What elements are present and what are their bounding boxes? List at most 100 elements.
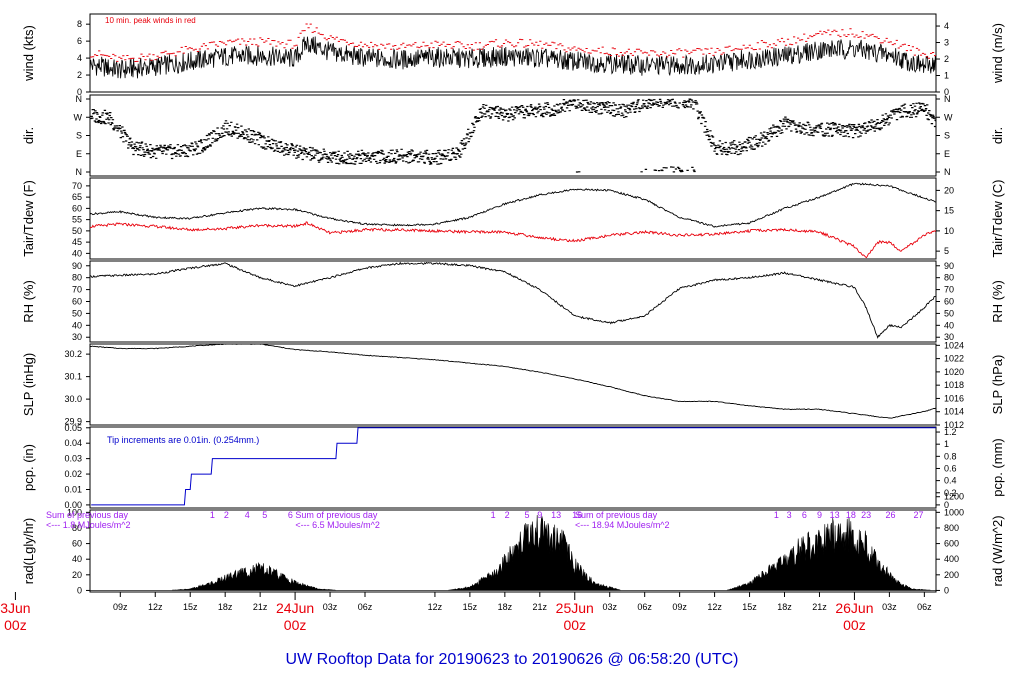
x-tick-label: 18z [498, 602, 513, 612]
tick-label-right: 0 [944, 500, 949, 510]
rad-hour-label: 1 [774, 510, 779, 520]
tick-label-right: 70 [944, 285, 954, 295]
tick-label-right: 1 [944, 439, 949, 449]
series-pcp [91, 427, 936, 506]
tick-label-right: 15 [944, 206, 954, 216]
tick-label-right: 2 [944, 54, 949, 64]
tick-label-left: 0 [77, 87, 82, 97]
x-day-time: 00z [4, 617, 27, 633]
tick-label-left: 90 [72, 261, 82, 271]
x-day-time: 00z [563, 617, 586, 633]
tick-label-left: 0.02 [64, 469, 82, 479]
rad-sum-line1: Sum of previous day [46, 510, 129, 520]
tick-label-right: 0 [944, 87, 949, 97]
tick-label-right: 1024 [944, 340, 964, 350]
rad-hour-label: 13 [830, 510, 840, 520]
rad-hour-label: 23 [861, 510, 871, 520]
x-day-time: 00z [843, 617, 866, 633]
panel-frame [89, 509, 937, 593]
tick-label-left: 50 [72, 226, 82, 236]
tick-label-left: W [74, 112, 83, 122]
tick-label-right: 30 [944, 332, 954, 342]
panel-wind: wind (kts) wind (m/s) 0 2 4 6 8 0 1 2 3 4 10 min. pe… [21, 13, 1005, 97]
y-label-left: pcp. (in) [21, 444, 36, 491]
series-direction [90, 98, 936, 173]
tick-label-right: W [944, 112, 953, 122]
x-tick-label: 09z [113, 602, 128, 612]
x-tick-label: 18z [218, 602, 233, 612]
x-day-label: 25Jun [556, 600, 594, 616]
tick-label-left: 30.0 [64, 394, 82, 404]
tick-label-left: S [76, 131, 82, 141]
rad-hour-label: 2 [224, 510, 229, 520]
tick-label-left: 40 [72, 248, 82, 258]
tick-label-right: 0.8 [944, 451, 957, 461]
tick-label-left: 20 [72, 570, 82, 580]
x-tick-label: 21z [812, 602, 827, 612]
rad-sum-line1: Sum of previous day [295, 510, 378, 520]
tick-label-left: 0.03 [64, 454, 82, 464]
tick-label-left: 40 [72, 554, 82, 564]
y-label-right: dir. [990, 127, 1005, 144]
y-label-right: SLP (hPa) [990, 355, 1005, 415]
tick-label-left: 60 [72, 203, 82, 213]
tick-label-left: 4 [77, 53, 82, 63]
y-label-right: pcp. (mm) [990, 438, 1005, 497]
x-tick-label: 15z [463, 602, 478, 612]
tick-label-right: 60 [944, 297, 954, 307]
tick-label-left: 80 [72, 523, 82, 533]
tick-label-left: 45 [72, 237, 82, 247]
tick-label-right: 1000 [944, 507, 964, 517]
chart-title: UW Rooftop Data for 20190623 to 20190626… [286, 651, 739, 668]
tick-label-left: N [76, 94, 83, 104]
tick-label-left: 0.04 [64, 438, 82, 448]
x-tick-label: 21z [533, 602, 548, 612]
x-tick-label: 15z [183, 602, 198, 612]
panel-frame [89, 13, 937, 93]
panel-frame [89, 260, 937, 343]
tick-label-right: 1020 [944, 367, 964, 377]
tick-label-left: 30 [72, 332, 82, 342]
series-tair [90, 182, 936, 228]
rad-hour-label: 18 [846, 510, 856, 520]
series-wind [90, 36, 936, 79]
y-label-left: rad(Lgly/hr) [21, 518, 36, 584]
tick-label-right: 50 [944, 308, 954, 318]
tick-label-left: 0 [77, 585, 82, 595]
series-rh [90, 261, 936, 339]
tick-label-right: 1 [944, 71, 949, 81]
series-peak-wind [90, 23, 936, 62]
rad-hour-label: 26 [886, 510, 896, 520]
series-slp [90, 344, 936, 419]
tick-label-right: 80 [944, 273, 954, 283]
tick-label-right: S [944, 131, 950, 141]
plot-area-dir [90, 98, 936, 173]
rad-hour-label: 6 [288, 510, 293, 520]
tick-label-left: 8 [77, 19, 82, 29]
x-tick-label: 03z [602, 602, 617, 612]
rad-hour-label: 5 [262, 510, 267, 520]
tick-label-left: 29.9 [64, 417, 82, 427]
plot-area-slp [90, 344, 936, 419]
panel-dir: dir. dir.N NE ES SW WN N [21, 94, 1005, 177]
tick-label-right: N [944, 94, 951, 104]
tick-label-left: 40 [72, 320, 82, 330]
tick-label-right: 3 [944, 38, 949, 48]
x-tick-label: 15z [742, 602, 757, 612]
tick-label-left: 100 [67, 507, 82, 517]
tick-label-right: 1016 [944, 393, 964, 403]
x-axis: 09z 12z 15z 18z 21z 03z 06z 12z 15z 18z 21z 03z 06z 0… [0, 592, 932, 633]
y-label-left: RH (%) [21, 280, 36, 323]
x-day-label: 26Jun [835, 600, 873, 616]
panel-rad: rad(Lgly/hr) rad (W/m^2)02040608010002004… [21, 492, 1005, 596]
tick-label-right: 0.4 [944, 476, 957, 486]
tick-label-left: 70 [72, 181, 82, 191]
tick-label-right: 1012 [944, 420, 964, 430]
y-label-right: RH (%) [990, 280, 1005, 323]
tick-label-left: 30.2 [64, 349, 82, 359]
x-tick-label: 12z [428, 602, 443, 612]
